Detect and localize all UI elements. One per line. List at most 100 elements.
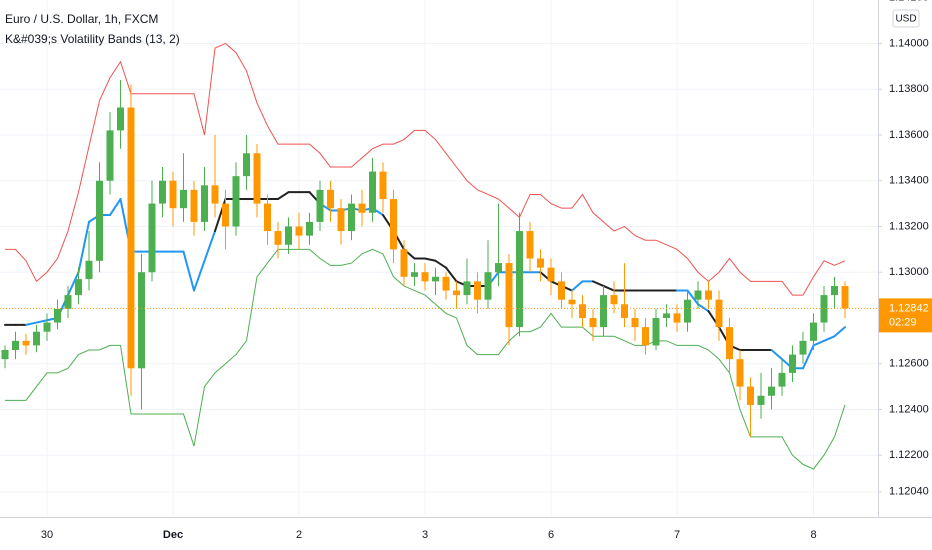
- candle-body: [726, 327, 733, 360]
- candle-body: [474, 281, 481, 300]
- candle-body: [652, 317, 660, 346]
- candle-body: [463, 281, 471, 296]
- middle-band-segment: [434, 259, 447, 269]
- candle-body: [453, 290, 460, 296]
- countdown-label: 02:29: [889, 316, 917, 328]
- candle-body: [327, 189, 334, 209]
- candle-body: [358, 203, 366, 213]
- candle-body: [274, 231, 282, 245]
- candle-body: [64, 295, 72, 309]
- y-tick-label: 1.12600: [889, 358, 929, 370]
- candle-body: [211, 185, 219, 204]
- candle-body: [432, 276, 439, 282]
- candle-body: [285, 226, 292, 245]
- y-tick-label: 1.13000: [889, 266, 929, 278]
- candle-body: [526, 231, 534, 259]
- candle-body: [390, 199, 397, 250]
- candle-body: [253, 153, 261, 204]
- candle-body: [96, 180, 103, 261]
- middle-band-segment: [182, 250, 195, 292]
- candle-body: [789, 354, 796, 373]
- candle-body: [1, 350, 9, 360]
- x-tick-label: 8: [810, 529, 816, 541]
- price-tag: [879, 298, 932, 333]
- candle-body: [558, 281, 565, 300]
- candle-body: [169, 180, 177, 209]
- y-tick-label: 1.13800: [889, 83, 929, 95]
- currency-label[interactable]: USD: [895, 14, 916, 25]
- candle-body: [841, 285, 849, 309]
- candle-body: [316, 189, 324, 222]
- candle-body: [778, 372, 786, 387]
- candle-body: [232, 176, 240, 227]
- x-tick-label: 2: [296, 529, 302, 541]
- x-tick-label: 3: [422, 529, 428, 541]
- candle-body: [369, 171, 376, 213]
- candle-body: [442, 276, 450, 291]
- middle-band-segment: [35, 319, 48, 324]
- axes: 1.14200 1.14000 1.13800 1.13600 1.13400 1.132…: [41, 0, 932, 541]
- y-tick-label: 1.14000: [889, 37, 929, 49]
- middle-band-segment: [445, 266, 458, 283]
- candle-body: [810, 322, 817, 341]
- candle-body: [516, 231, 523, 328]
- candle-body: [159, 180, 166, 204]
- candle-body: [106, 130, 114, 181]
- indicator-label: K&#039;s Volatility Bands (13, 2): [5, 32, 180, 46]
- currency-box[interactable]: [892, 9, 920, 28]
- candle-body: [295, 226, 303, 236]
- middle-band-segment: [571, 280, 584, 292]
- candle-body: [642, 327, 649, 346]
- middle-band-segment: [592, 280, 605, 287]
- candle-body: [610, 295, 618, 305]
- candle-body: [547, 267, 555, 282]
- middle-band-segment: [697, 303, 710, 313]
- middle-band-segment: [770, 349, 783, 361]
- candle-body: [715, 299, 723, 328]
- candle-body: [180, 189, 187, 209]
- candle-body: [799, 340, 807, 355]
- candle-body: [768, 386, 775, 396]
- candle-body: [43, 322, 51, 332]
- candle-body: [222, 203, 229, 227]
- candle-body: [579, 304, 586, 318]
- middle-band-segment: [193, 259, 206, 292]
- middle-band-segment: [424, 257, 437, 262]
- candle-body: [705, 290, 712, 300]
- middle-band-segment: [823, 335, 836, 342]
- candle-body: [243, 153, 250, 177]
- y-tick-label: 1.13400: [889, 175, 929, 187]
- candle-body: [831, 285, 838, 296]
- candle-body: [400, 249, 408, 277]
- candle-body: [694, 290, 702, 300]
- candle-body: [33, 331, 40, 346]
- middle-band-segment: [277, 191, 290, 201]
- candle-body: [411, 272, 418, 277]
- candle-body: [117, 107, 124, 131]
- y-tick-label: 1.13600: [889, 129, 929, 141]
- candle-body: [663, 313, 670, 318]
- candle-body: [537, 258, 544, 268]
- x-tick-label: Dec: [163, 529, 183, 541]
- y-tick-label: 1.12200: [889, 449, 929, 461]
- middle-band-segment: [203, 230, 216, 262]
- candle-body: [631, 317, 639, 328]
- lower-band: [5, 248, 846, 470]
- candle-body: [75, 279, 82, 296]
- candle-body: [621, 304, 628, 318]
- candle-body: [684, 299, 691, 323]
- middle-band-segment: [602, 284, 615, 292]
- candle-body: [201, 185, 208, 222]
- candle-body: [484, 272, 492, 300]
- upper-band: [5, 42, 846, 296]
- candle-body: [421, 272, 429, 282]
- x-tick-label: 7: [674, 529, 680, 541]
- candle-body: [736, 359, 744, 387]
- candle-body: [337, 208, 345, 232]
- candle-body: [54, 308, 61, 323]
- chart-title: Euro / U.S. Dollar, 1h, FXCM: [5, 12, 158, 26]
- candle-body: [148, 203, 156, 273]
